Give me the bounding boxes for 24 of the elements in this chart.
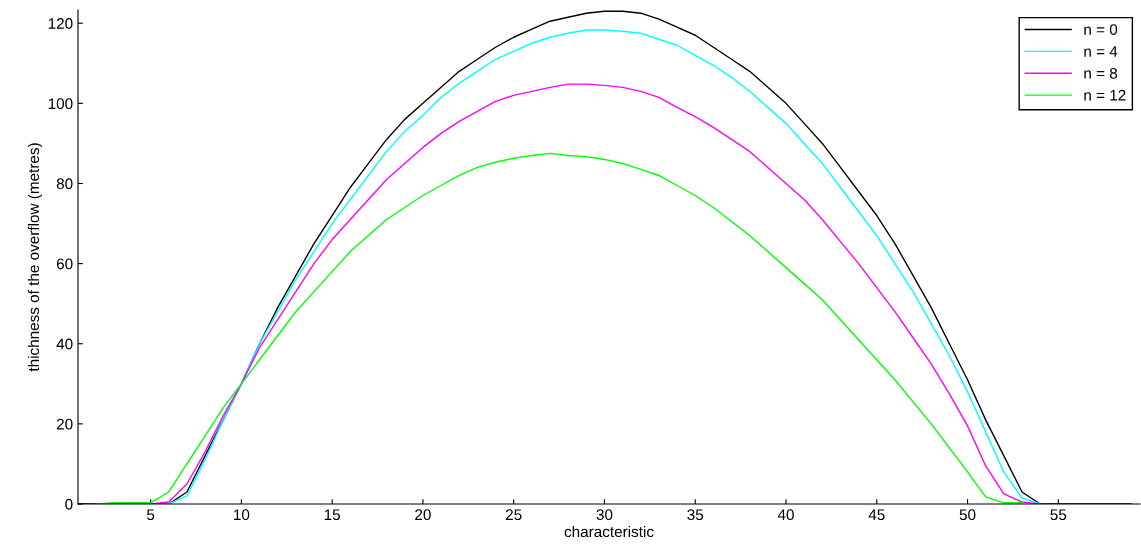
x-tick-label: 55	[1050, 509, 1067, 521]
y-tick-label: 100	[48, 98, 73, 110]
y-tick-label: 0	[65, 498, 73, 510]
y-tick-label: 40	[56, 338, 73, 350]
x-axis-title: characteristic	[564, 525, 654, 538]
x-tick-label: 50	[959, 509, 976, 521]
legend-label: n = 0	[1084, 24, 1118, 35]
legend-label: n = 12	[1084, 89, 1126, 101]
x-tick-label: 20	[415, 509, 431, 521]
x-tick-label: 5	[146, 509, 155, 521]
x-tick-label: 45	[868, 509, 885, 521]
y-tick-label: 120	[48, 18, 73, 29]
legend-label: n = 8	[1084, 67, 1118, 79]
y-tick-label: 80	[56, 178, 73, 190]
x-tick-label: 25	[505, 509, 522, 521]
x-tick-label: 30	[596, 509, 613, 521]
x-tick-label: 40	[777, 509, 794, 521]
y-tick-label: 60	[56, 258, 73, 270]
x-tick-label: 10	[234, 509, 250, 521]
x-tick-label: 15	[324, 509, 341, 521]
y-axis-title: thichness of the overflow (metres)	[27, 143, 43, 372]
y-tick-label: 20	[56, 418, 73, 430]
x-tick-label: 35	[687, 509, 704, 521]
legend-label: n = 4	[1084, 46, 1118, 57]
